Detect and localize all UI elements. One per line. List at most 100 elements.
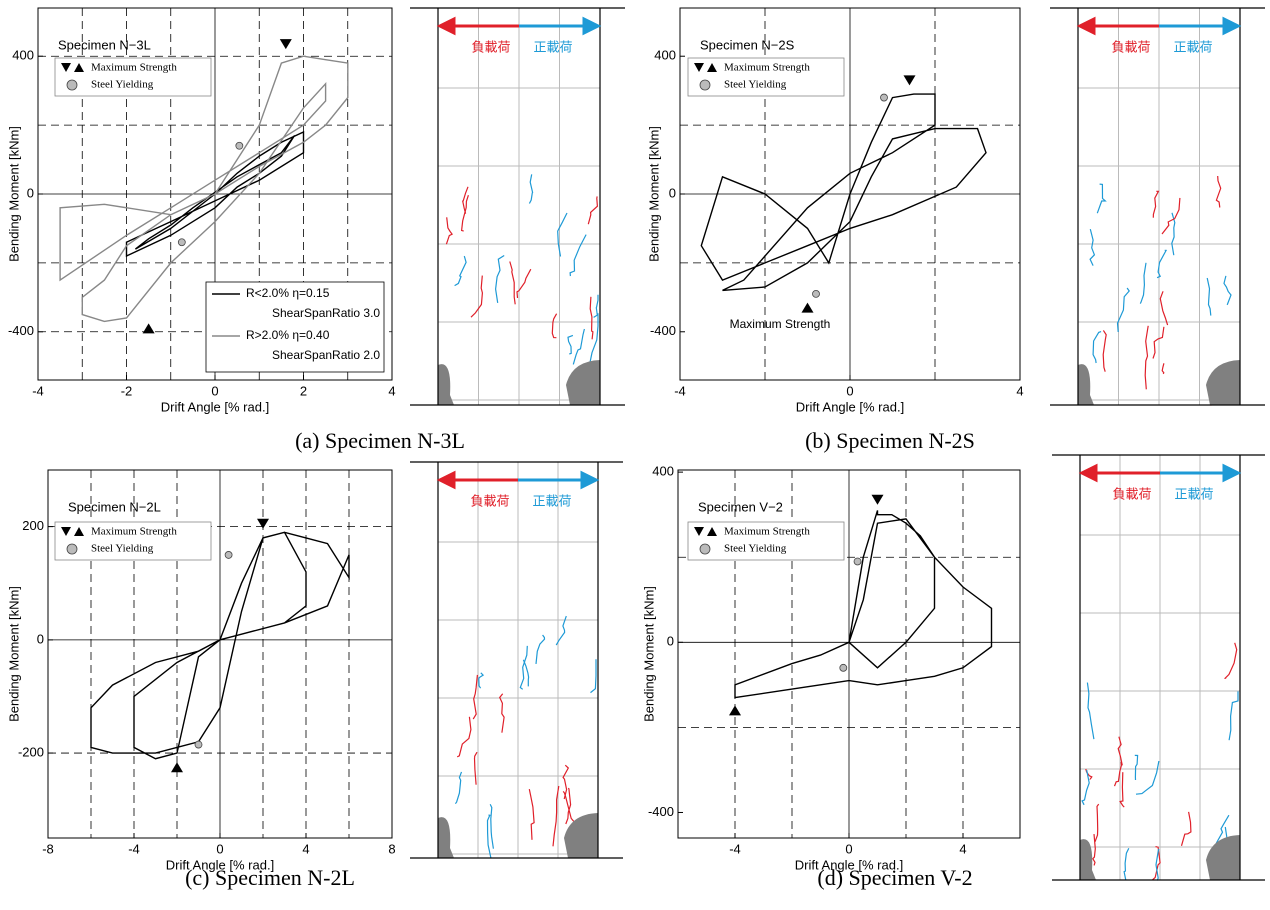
arrow-negative bbox=[436, 16, 519, 36]
legend-symbol bbox=[66, 79, 78, 91]
crack bbox=[572, 328, 585, 365]
crack bbox=[1156, 249, 1168, 279]
x-tick-label: 0 bbox=[845, 841, 852, 856]
spalling bbox=[438, 360, 600, 405]
yield-marker bbox=[880, 93, 888, 102]
max-strength-marker bbox=[729, 705, 741, 716]
legend-box bbox=[687, 521, 845, 561]
positive-load-label: 正載荷 bbox=[532, 493, 571, 508]
crack bbox=[473, 751, 478, 785]
yield-marker bbox=[177, 238, 186, 247]
negative-load-label: 負載荷 bbox=[471, 39, 510, 54]
negative-load-label: 負載荷 bbox=[1111, 39, 1150, 54]
negative-load-label: 負載荷 bbox=[1112, 486, 1151, 501]
spalling bbox=[438, 813, 598, 858]
legend-label: Steel Yielding bbox=[724, 79, 787, 91]
x-axis-label: Drift Angle [% rad.] bbox=[166, 857, 274, 872]
legend-symbol bbox=[61, 527, 84, 536]
y-tick-label: 400 bbox=[12, 48, 34, 63]
crack bbox=[1152, 326, 1165, 359]
arrow-negative bbox=[1078, 463, 1160, 483]
chart-title: Specimen N−2S bbox=[700, 37, 795, 52]
max-strength-marker bbox=[279, 39, 292, 50]
crack bbox=[1094, 803, 1100, 843]
y-tick-label: -400 bbox=[648, 804, 674, 819]
spalling bbox=[1078, 360, 1240, 405]
crack bbox=[1152, 190, 1160, 218]
crack bbox=[1215, 175, 1222, 208]
x-tick-label: 0 bbox=[211, 383, 218, 398]
crack bbox=[1096, 183, 1107, 214]
x-tick-label: -8 bbox=[42, 841, 54, 856]
arrow-positive bbox=[518, 470, 600, 490]
crack bbox=[1139, 262, 1147, 304]
crack bbox=[516, 268, 532, 299]
y-tick-label: -200 bbox=[18, 745, 44, 760]
y-axis-label: Bending Moment [kNm] bbox=[641, 586, 656, 722]
crack bbox=[1135, 760, 1160, 795]
positive-load-label: 正載荷 bbox=[1174, 486, 1213, 501]
crack bbox=[1119, 772, 1125, 808]
crack bbox=[590, 659, 597, 694]
crack bbox=[1134, 754, 1139, 781]
x-tick-label: -4 bbox=[128, 841, 140, 856]
y-axis-label: Bending Moment [kNm] bbox=[6, 126, 21, 262]
crack bbox=[478, 672, 485, 689]
crack bbox=[1228, 691, 1239, 741]
positive-load-label: 正載荷 bbox=[533, 39, 572, 54]
y-tick-label: -400 bbox=[8, 323, 34, 338]
crack bbox=[562, 791, 575, 822]
legend-label: Maximum Strength bbox=[724, 62, 810, 74]
negative-load-label: 負載荷 bbox=[470, 493, 509, 508]
crack bbox=[1086, 682, 1095, 740]
crack bbox=[593, 294, 599, 318]
legend-box bbox=[54, 57, 212, 97]
max-strength-marker bbox=[257, 518, 269, 529]
crack bbox=[552, 785, 560, 847]
legend-label: R>2.0% η=0.40 bbox=[246, 328, 330, 342]
x-tick-label: 4 bbox=[959, 841, 966, 856]
legend-box bbox=[54, 521, 212, 561]
crack bbox=[1102, 330, 1107, 372]
y-axis-label: Bending Moment [kNm] bbox=[6, 586, 21, 722]
x-tick-label: 4 bbox=[1016, 383, 1023, 398]
legend-label: Steel Yielding bbox=[91, 543, 154, 555]
crack bbox=[1089, 228, 1096, 266]
hysteresis-curve bbox=[734, 510, 993, 699]
arrow-positive bbox=[1159, 16, 1242, 36]
x-axis-label: Drift Angle [% rad.] bbox=[161, 399, 269, 414]
legend-label: R<2.0% η=0.15 bbox=[246, 286, 330, 300]
crack bbox=[555, 615, 567, 646]
arrow-positive bbox=[1160, 463, 1242, 483]
crack bbox=[494, 254, 505, 303]
max-strength-marker bbox=[171, 762, 183, 773]
x-tick-label: 4 bbox=[302, 841, 309, 856]
legend-label: Maximum Strength bbox=[91, 62, 177, 74]
crack bbox=[587, 196, 599, 225]
crack bbox=[1159, 291, 1169, 326]
crack bbox=[1223, 642, 1238, 679]
hysteresis-curve bbox=[125, 130, 305, 258]
hysteresis-curve bbox=[59, 55, 349, 323]
crack bbox=[1206, 277, 1212, 316]
crack bbox=[567, 334, 574, 355]
yield-marker bbox=[235, 141, 244, 150]
legend-symbol bbox=[61, 63, 84, 72]
max-strength-marker bbox=[871, 494, 884, 505]
max-strength-marker bbox=[801, 302, 814, 313]
crack bbox=[456, 716, 472, 758]
legend-sublabel: ShearSpanRatio 3.0 bbox=[272, 306, 380, 320]
crack bbox=[1223, 275, 1232, 306]
crack bbox=[489, 804, 494, 849]
legend-sublabel: ShearSpanRatio 2.0 bbox=[272, 348, 380, 362]
crack bbox=[562, 764, 570, 800]
yield-marker bbox=[194, 740, 203, 749]
chart-title: Specimen V−2 bbox=[698, 499, 783, 514]
crack bbox=[528, 788, 535, 840]
x-tick-label: -4 bbox=[729, 841, 741, 856]
legend-label: Maximum Strength bbox=[724, 526, 810, 538]
yield-marker bbox=[812, 289, 820, 298]
x-tick-label: 4 bbox=[388, 383, 395, 398]
